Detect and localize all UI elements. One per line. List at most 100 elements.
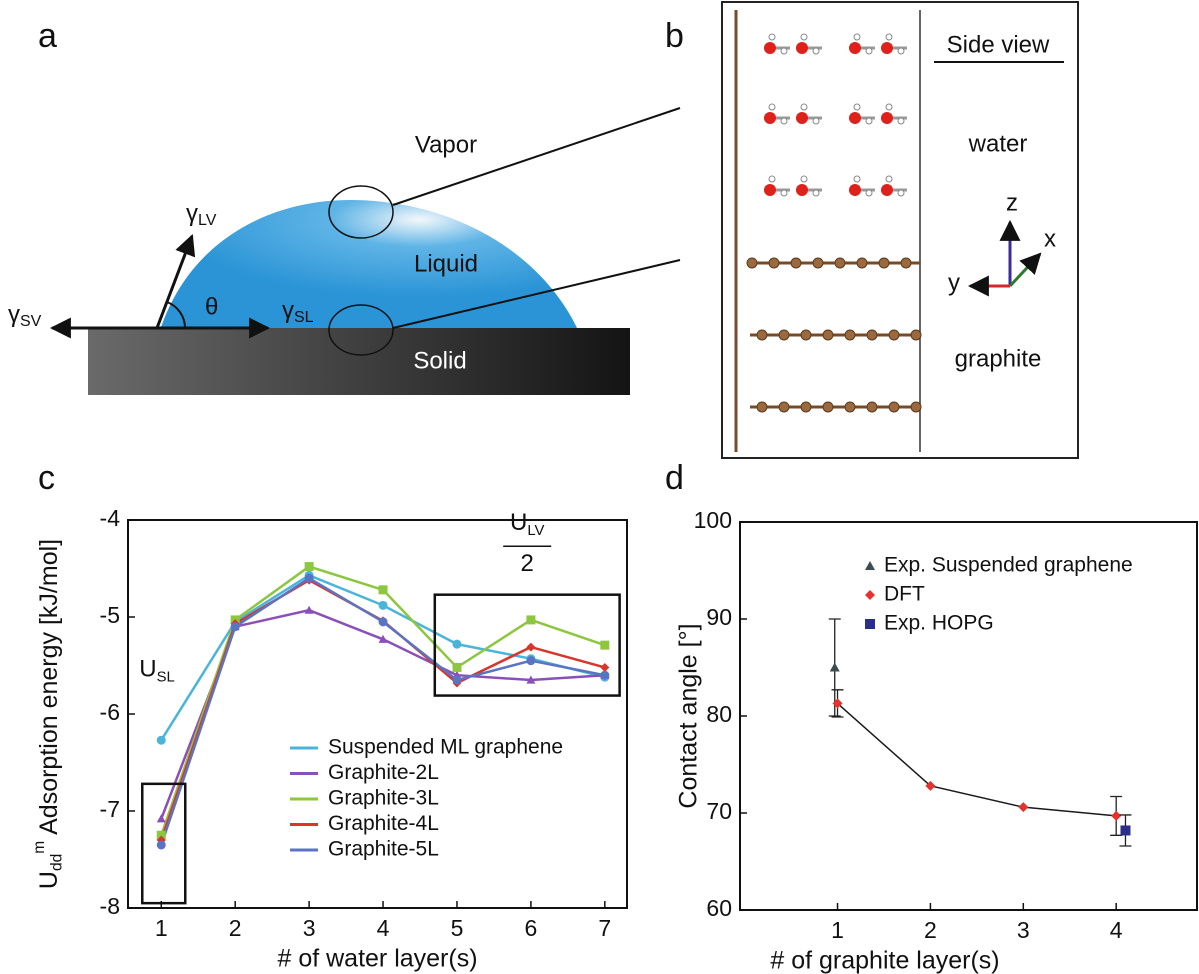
marker [304, 605, 314, 614]
oxygen [796, 112, 808, 124]
annotation-box [433, 593, 621, 697]
carbon [834, 257, 846, 269]
marker [452, 675, 462, 685]
diagram-a: Vapor Liquid Solid θ γLV γSL γSV [8, 107, 681, 395]
symbol: U [35, 871, 63, 889]
y-tick-label: 100 [694, 507, 732, 533]
legend-label: DFT [884, 583, 925, 606]
carbon [844, 401, 856, 413]
y-tick-label: 90 [706, 604, 732, 630]
x-tick-label: 7 [598, 915, 611, 941]
axis-label: x [1044, 225, 1056, 252]
legend-label: Graphite-5L [328, 838, 439, 861]
marker [1120, 825, 1131, 836]
y-tick-label: -7 [100, 796, 120, 822]
oxygen [849, 42, 861, 54]
label: Solid [413, 347, 466, 374]
marker [526, 675, 536, 684]
marker [832, 698, 843, 709]
annotation-box [141, 782, 187, 905]
hydrogen [768, 33, 776, 41]
carbon [800, 329, 812, 341]
marker [526, 615, 536, 625]
panel-label: a [38, 17, 57, 55]
marker [378, 634, 388, 643]
legend-label: Graphite-2L [328, 761, 439, 784]
hydrogen [885, 175, 893, 183]
x-tick-label: 4 [1110, 917, 1123, 943]
panel-label: c [38, 459, 55, 497]
label: Liquid [414, 250, 478, 277]
oxygen [849, 184, 861, 196]
angle-arc [166, 301, 186, 329]
hydrogen [768, 175, 776, 183]
marker [829, 662, 840, 672]
zoom-circle [328, 185, 394, 239]
axis-arrow [1008, 252, 1042, 288]
series-line [160, 573, 606, 741]
hydrogen [800, 103, 808, 111]
charts: -8 -7 -6 -5 -4 1 2 3 4 5 6 7 # of water layer(s) Uddm… [31, 505, 1198, 974]
y-axis-label: Contact angle [°] [675, 623, 703, 808]
symbol: γ [282, 297, 294, 324]
legend-label: Exp. HOPG [884, 612, 994, 635]
series-line [837, 702, 1117, 817]
marker [865, 619, 875, 629]
gamma-label: γLV [186, 200, 217, 229]
zoom-line [392, 259, 681, 329]
hydrogen [853, 33, 861, 41]
gamma-label: γSL [282, 297, 314, 326]
carbon [866, 329, 878, 341]
marker [156, 735, 166, 745]
carbon [756, 401, 768, 413]
gamma-label: γSV [8, 301, 42, 330]
carbon [822, 401, 834, 413]
x-axis-label: # of graphite layer(s) [770, 947, 999, 974]
x-tick-label: 3 [1017, 917, 1030, 943]
rich-label: Uddm Adsorption energy [kJ/mol] [31, 539, 66, 889]
marker [1018, 802, 1029, 813]
carbon [746, 257, 758, 269]
subscript: SL [294, 309, 314, 326]
annotation-text: 2 [521, 550, 534, 577]
marker [304, 573, 314, 583]
x-tick-label: 1 [155, 915, 168, 941]
chart: 60 70 80 90 100 1 2 3 4 # of graphite layer(s) Con… [675, 507, 1198, 974]
carbon [768, 257, 780, 269]
oxygen [881, 42, 893, 54]
legend-label: Graphite-4L [328, 812, 439, 835]
solid [88, 328, 630, 395]
x-tick-label: 2 [229, 915, 242, 941]
subscript: SV [20, 313, 42, 330]
hydrogen [812, 117, 820, 125]
marker [526, 642, 536, 652]
carbon [910, 329, 922, 341]
carbon [800, 401, 812, 413]
legend-label: Graphite-3L [328, 787, 439, 810]
label: θ [205, 293, 218, 320]
panel-label: b [665, 17, 684, 55]
hydrogen [865, 117, 873, 125]
marker [865, 561, 875, 570]
rich-label: USL [139, 656, 175, 686]
carbon [778, 329, 790, 341]
marker [600, 662, 610, 672]
carbon [888, 329, 900, 341]
marker [378, 585, 388, 595]
oxygen [764, 42, 776, 54]
superscript: m [31, 841, 48, 854]
symbol: γ [8, 301, 20, 328]
oxygen [764, 112, 776, 124]
marker [1111, 810, 1122, 821]
label: graphite [955, 345, 1042, 372]
hydrogen [853, 103, 861, 111]
oxygen [881, 184, 893, 196]
symbol: U [510, 509, 527, 536]
hydrogen [897, 189, 905, 197]
oxygen [764, 184, 776, 196]
y-tick-label: -8 [100, 893, 120, 919]
carbon [756, 329, 768, 341]
marker [452, 662, 462, 672]
carbon [778, 401, 790, 413]
x-tick-label: 1 [831, 917, 844, 943]
